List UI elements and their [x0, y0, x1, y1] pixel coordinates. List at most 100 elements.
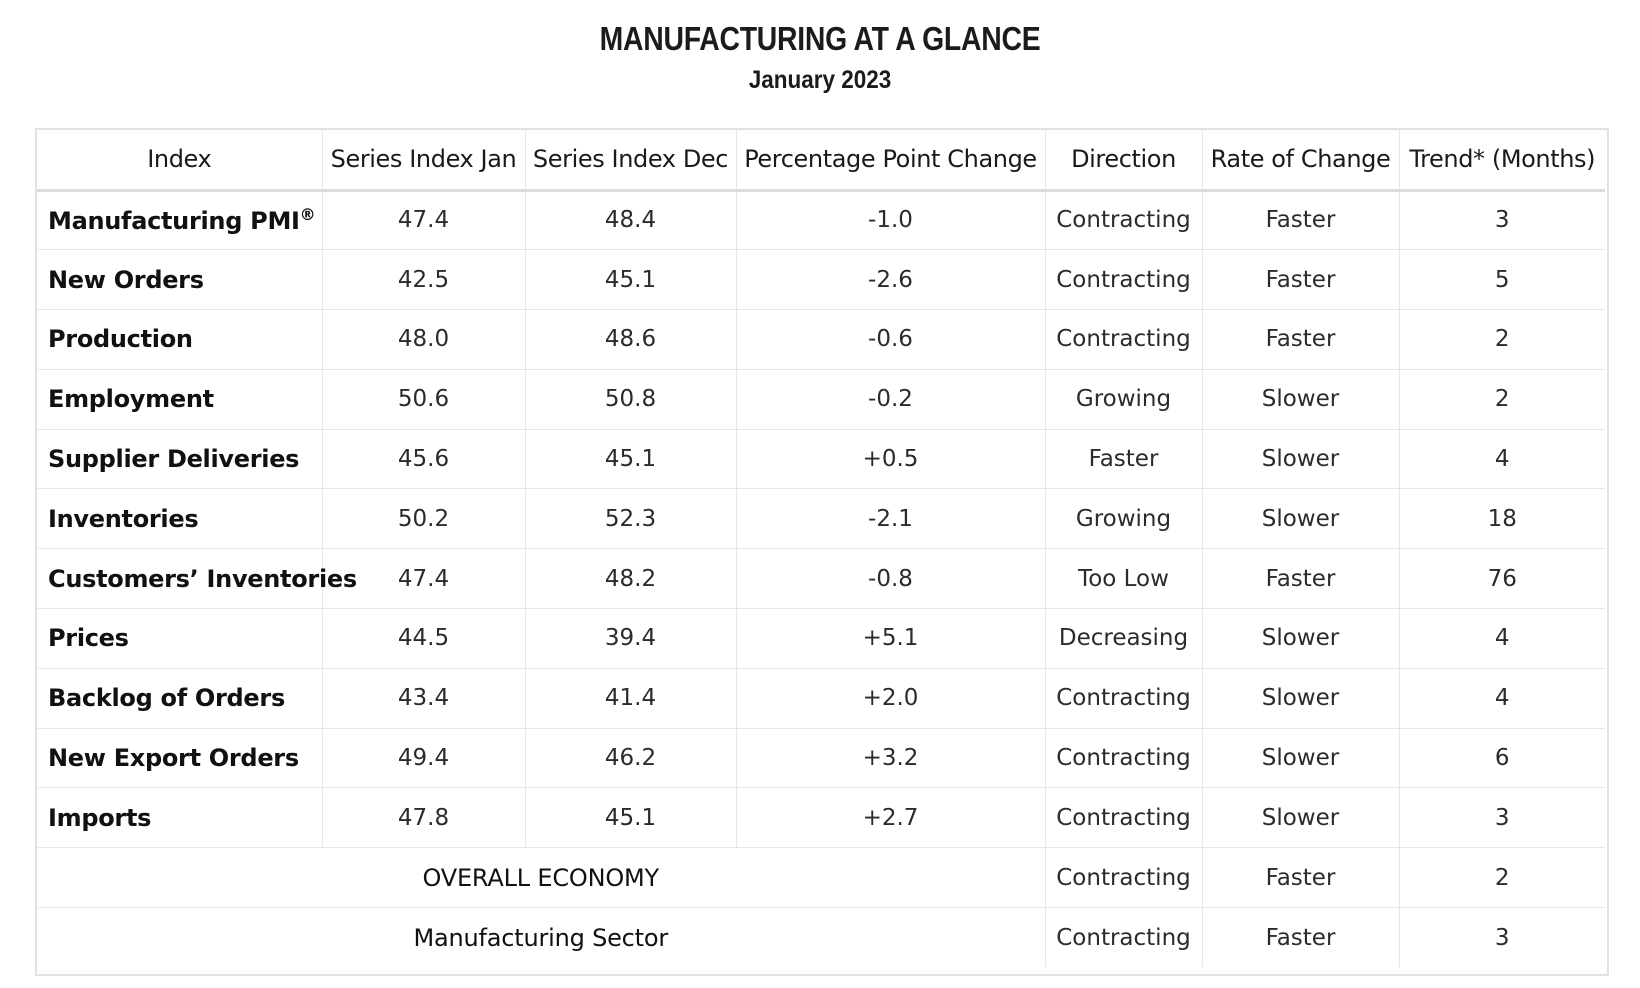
index-name: Supplier Deliveries [48, 445, 300, 474]
series-jan-cell: 47.4 [322, 190, 526, 251]
change-cell: +2.0 [736, 668, 1046, 729]
registered-mark: ® [299, 205, 316, 225]
rate-cell: Slower [1202, 608, 1400, 669]
index-name-cell: Imports [37, 787, 323, 849]
table-row: Inventories 50.2 52.3 -2.1 Growing Slower 18 [37, 488, 1605, 550]
series-dec-cell: 45.1 [525, 787, 737, 849]
direction-cell: Growing [1045, 369, 1203, 430]
direction-cell: Contracting [1045, 907, 1203, 968]
rate-cell: Slower [1202, 369, 1400, 430]
table-header-row: Index Series Index Jan Series Index Dec … [37, 130, 1605, 192]
direction-cell: Contracting [1045, 249, 1203, 311]
summary-label-cell: OVERALL ECONOMY [37, 847, 1046, 909]
table-row: Employment 50.6 50.8 -0.2 Growing Slower 2 [37, 369, 1605, 430]
change-cell: -2.6 [736, 249, 1046, 311]
table-row: Supplier Deliveries 45.6 45.1 +0.5 Faster Slo… [37, 429, 1605, 490]
direction-cell: Decreasing [1045, 608, 1203, 669]
series-dec-cell: 39.4 [525, 608, 737, 669]
series-jan-cell: 49.4 [322, 728, 526, 789]
table-row: Customers’ Inventories 47.4 48.2 -0.8 Too Lo… [37, 548, 1605, 610]
series-dec-cell: 52.3 [525, 488, 737, 550]
summary-row: Manufacturing Sector Contracting Faster 3 [37, 907, 1605, 968]
change-cell: +2.7 [736, 787, 1046, 849]
direction-cell: Growing [1045, 488, 1203, 550]
index-name: Prices [48, 624, 129, 653]
rate-cell: Slower [1202, 728, 1400, 789]
change-cell: -2.1 [736, 488, 1046, 550]
index-name: Backlog of Orders [48, 684, 285, 713]
index-name: Employment [48, 385, 214, 414]
trend-cell: 4 [1399, 429, 1605, 490]
series-dec-cell: 46.2 [525, 728, 737, 789]
series-jan-cell: 47.8 [322, 787, 526, 849]
index-name-cell: Customers’ Inventories [37, 548, 357, 610]
series-dec-cell: 48.2 [525, 548, 737, 610]
trend-cell: 5 [1399, 249, 1605, 311]
glance-table: Index Series Index Jan Series Index Dec … [37, 130, 1605, 968]
glance-table-container: Index Series Index Jan Series Index Dec … [35, 128, 1609, 976]
index-name-cell: Prices [37, 608, 323, 669]
series-jan-cell: 50.2 [322, 488, 526, 550]
direction-cell: Contracting [1045, 847, 1203, 909]
series-jan-cell: 42.5 [322, 249, 526, 311]
trend-cell: 76 [1399, 548, 1605, 610]
column-header-rate: Rate of Change [1202, 130, 1400, 192]
index-name: New Export Orders [48, 744, 299, 773]
trend-cell: 4 [1399, 608, 1605, 669]
index-name-cell: Employment [37, 369, 323, 430]
index-name: Imports [48, 803, 152, 832]
series-jan-cell: 47.4 [322, 548, 526, 610]
column-header-series-jan: Series Index Jan [322, 130, 526, 192]
direction-cell: Too Low [1045, 548, 1203, 610]
index-name-cell: New Orders [37, 249, 323, 311]
index-name: Customers’ Inventories [48, 564, 357, 593]
column-header-direction: Direction [1045, 130, 1203, 192]
column-header-index: Index [37, 130, 323, 192]
trend-cell: 3 [1399, 190, 1605, 251]
direction-cell: Contracting [1045, 190, 1203, 251]
change-cell: +5.1 [736, 608, 1046, 669]
trend-cell: 4 [1399, 668, 1605, 729]
rate-cell: Faster [1202, 907, 1400, 968]
index-name-cell: Backlog of Orders [37, 668, 323, 729]
rate-cell: Slower [1202, 429, 1400, 490]
series-dec-cell: 48.6 [525, 309, 737, 370]
page-title: MANUFACTURING AT A GLANCE [599, 20, 1041, 57]
trend-cell: 3 [1494, 924, 1510, 951]
change-cell: -0.8 [736, 548, 1046, 610]
column-header-series-dec: Series Index Dec [525, 130, 737, 192]
trend-cell: 3 [1399, 787, 1605, 849]
index-name: New Orders [48, 265, 204, 294]
trend-cell: 2 [1399, 369, 1605, 430]
rate-cell: Faster [1202, 548, 1400, 610]
table-row: New Orders 42.5 45.1 -2.6 Contracting Faster 5 [37, 249, 1605, 311]
trend-cell: 6 [1399, 728, 1605, 789]
trend-cell: 18 [1399, 488, 1605, 550]
change-cell: -1.0 [736, 190, 1046, 251]
rate-cell: Faster [1202, 847, 1400, 909]
trend-cell: 2 [1399, 847, 1605, 909]
change-cell: -0.6 [736, 309, 1046, 370]
series-dec-cell: 50.8 [525, 369, 737, 430]
series-jan-cell: 43.4 [322, 668, 526, 729]
rate-cell: Faster [1202, 190, 1400, 251]
series-jan-cell: 48.0 [322, 309, 526, 370]
rate-cell: Faster [1202, 249, 1400, 311]
index-name-cell: New Export Orders [37, 728, 323, 789]
index-name: Inventories [48, 504, 199, 533]
series-jan-cell: 50.6 [322, 369, 526, 430]
trend-cell: 2 [1399, 309, 1605, 370]
index-name-cell: Supplier Deliveries [37, 429, 323, 490]
table-body: Manufacturing PMI® 47.4 48.4 -1.0 Contractin… [37, 190, 1605, 968]
rate-cell: Faster [1202, 309, 1400, 370]
rate-cell: Slower [1202, 787, 1400, 849]
index-name: Manufacturing PMI [48, 207, 300, 236]
table-row: Manufacturing PMI® 47.4 48.4 -1.0 Contractin… [37, 190, 1605, 251]
series-dec-cell: 41.4 [525, 668, 737, 729]
series-dec-cell: 45.1 [525, 429, 737, 490]
direction-cell: Contracting [1045, 787, 1203, 849]
table-row: Production 48.0 48.6 -0.6 Contracting Faster 2 [37, 309, 1605, 370]
table-row: Imports 47.8 45.1 +2.7 Contracting Slower 3 [37, 787, 1605, 849]
index-name: Production [48, 325, 193, 354]
table-row: New Export Orders 49.4 46.2 +3.2 Contracting… [37, 728, 1605, 789]
